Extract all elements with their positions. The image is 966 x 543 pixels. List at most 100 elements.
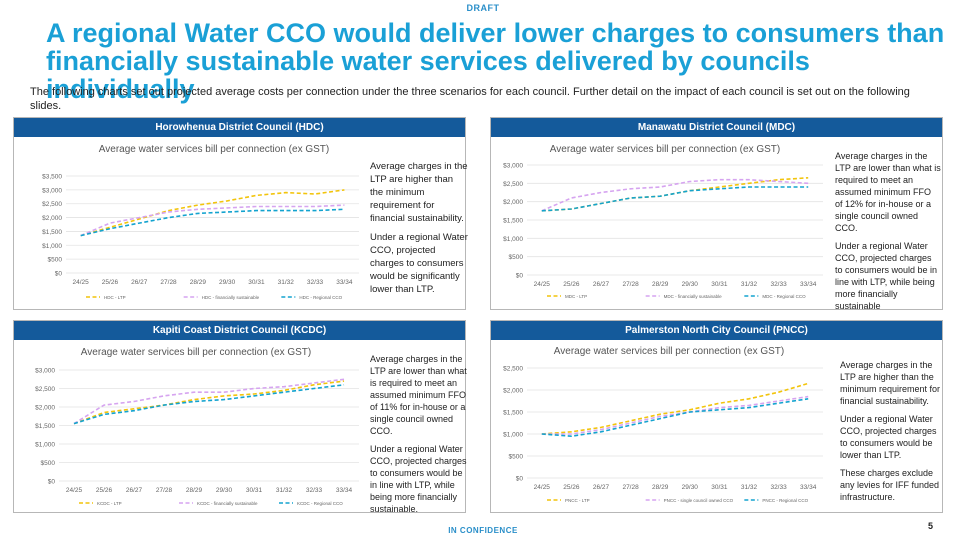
y-tick-label: $500: [48, 257, 63, 264]
note-2: Under a regional Water CCO, projected ch…: [370, 444, 467, 514]
x-tick-label: 30/31: [711, 281, 728, 288]
y-tick-label: $0: [48, 479, 56, 486]
legend-label: PNCC - LTP: [565, 498, 590, 503]
y-tick-label: $2,000: [42, 215, 62, 222]
legend-label: PNCC - single council owned CCO: [664, 498, 734, 503]
x-tick-label: 25/26: [563, 484, 580, 491]
y-tick-label: $1,500: [42, 229, 62, 236]
y-tick-label: $1,500: [503, 410, 523, 417]
x-tick-label: 27/28: [622, 484, 639, 491]
x-tick-label: 32/33: [770, 281, 787, 288]
x-tick-label: 32/33: [306, 487, 323, 494]
x-tick-label: 29/30: [682, 484, 699, 491]
x-tick-label: 27/28: [622, 281, 639, 288]
x-tick-label: 28/29: [186, 487, 203, 494]
series-line-0: [541, 382, 809, 435]
x-tick-label: 31/32: [276, 487, 293, 494]
legend-label: KCDC - LTP: [97, 501, 122, 506]
x-tick-label: 24/25: [66, 487, 83, 494]
x-tick-label: 28/29: [190, 279, 207, 286]
note-2: Under a regional Water CCO, projected ch…: [840, 414, 937, 460]
series-line-2: [80, 208, 345, 237]
note-2: Under a regional Water CCO, projected ch…: [370, 232, 468, 295]
legend-label: HDC - financially sustainable: [202, 295, 260, 300]
panel-notes: Average charges in the LTP are higher th…: [370, 160, 468, 302]
confidence-label: IN CONFIDENCE: [448, 526, 518, 535]
panel-hdc: Horowhenua District Council (HDC) Averag…: [13, 117, 468, 310]
legend-label: PNCC - Regional CCO: [762, 498, 808, 503]
y-tick-label: $2,500: [35, 386, 55, 393]
legend-label: MDC - LTP: [565, 294, 587, 299]
y-tick-label: $2,500: [503, 181, 523, 188]
x-tick-label: 30/31: [246, 487, 263, 494]
series-line-1: [80, 204, 345, 237]
series-line-0: [80, 189, 345, 237]
x-tick-label: 31/32: [278, 279, 295, 286]
note-2: Under a regional Water CCO, projected ch…: [835, 241, 938, 311]
y-tick-label: $500: [509, 454, 524, 461]
hdc-chart: Average water services bill per connecti…: [42, 144, 359, 300]
x-tick-label: 33/34: [336, 279, 353, 286]
x-tick-label: 31/32: [741, 281, 758, 288]
series-line-0: [73, 380, 345, 425]
x-tick-label: 24/25: [73, 279, 90, 286]
series-line-2: [541, 186, 809, 212]
y-tick-label: $1,000: [503, 432, 523, 439]
series-line-1: [541, 178, 809, 212]
series-line-1: [541, 395, 809, 435]
y-tick-label: $2,000: [503, 388, 523, 395]
y-tick-label: $3,000: [42, 187, 62, 194]
x-tick-label: 29/30: [219, 279, 236, 286]
y-tick-label: $1,500: [35, 423, 55, 430]
series-line-2: [541, 398, 809, 438]
note-3: These charges exclude any levies for IFF…: [840, 468, 940, 502]
chart-title: Average water services bill per connecti…: [554, 346, 784, 357]
x-tick-label: 28/29: [652, 484, 669, 491]
series-line-0: [541, 177, 809, 212]
x-tick-label: 33/34: [800, 484, 817, 491]
x-tick-label: 26/27: [593, 281, 610, 288]
panel-header: Manawatu District Council (MDC): [491, 118, 942, 137]
series-line-2: [73, 384, 345, 425]
panel-mdc: Manawatu District Council (MDC) Average …: [490, 117, 943, 311]
x-tick-label: 29/30: [216, 487, 233, 494]
x-tick-label: 33/34: [800, 281, 817, 288]
panel-notes: Average charges in the LTP are lower tha…: [835, 150, 941, 318]
chart-title: Average water services bill per connecti…: [99, 144, 329, 155]
note-1: Average charges in the LTP are lower tha…: [370, 354, 467, 436]
panel-header: Palmerston North City Council (PNCC): [491, 321, 942, 340]
x-tick-label: 32/33: [770, 484, 787, 491]
x-tick-label: 26/27: [593, 484, 610, 491]
panel-notes: Average charges in the LTP are lower tha…: [370, 353, 467, 521]
x-tick-label: 31/32: [741, 484, 758, 491]
y-tick-label: $0: [516, 476, 524, 483]
x-tick-label: 25/26: [96, 487, 113, 494]
y-tick-label: $500: [41, 460, 56, 467]
x-tick-label: 32/33: [307, 279, 324, 286]
page-title: A regional Water CCO would deliver lower…: [46, 18, 945, 104]
legend-label: HDC - Regional CCO: [299, 295, 342, 300]
legend-label: KCDC - Regional CCO: [297, 501, 343, 506]
legend-label: KCDC - financially sustainable: [197, 501, 258, 506]
y-tick-label: $2,500: [42, 201, 62, 208]
y-tick-label: $500: [509, 254, 524, 261]
x-tick-label: 27/28: [160, 279, 177, 286]
y-tick-label: $0: [55, 271, 63, 278]
x-tick-label: 24/25: [534, 281, 551, 288]
panel-header: Horowhenua District Council (HDC): [14, 118, 465, 137]
y-tick-label: $3,500: [42, 174, 62, 181]
x-tick-label: 29/30: [682, 281, 699, 288]
panel-kcdc: Kapiti Coast District Council (KCDC) Ave…: [13, 320, 467, 514]
x-tick-label: 30/31: [711, 484, 728, 491]
x-tick-label: 25/26: [563, 281, 580, 288]
y-tick-label: $1,000: [503, 236, 523, 243]
x-tick-label: 33/34: [336, 487, 353, 494]
note-1: Average charges in the LTP are lower tha…: [835, 151, 941, 233]
kcdc-chart: Average water services bill per connecti…: [35, 347, 359, 506]
y-tick-label: $2,000: [35, 405, 55, 412]
pncc-chart: Average water services bill per connecti…: [503, 346, 823, 503]
legend-label: MDC - Regional CCO: [762, 294, 806, 299]
y-tick-label: $0: [516, 273, 524, 280]
intro-text: The following charts set out projected a…: [30, 86, 910, 112]
x-tick-label: 27/28: [156, 487, 173, 494]
